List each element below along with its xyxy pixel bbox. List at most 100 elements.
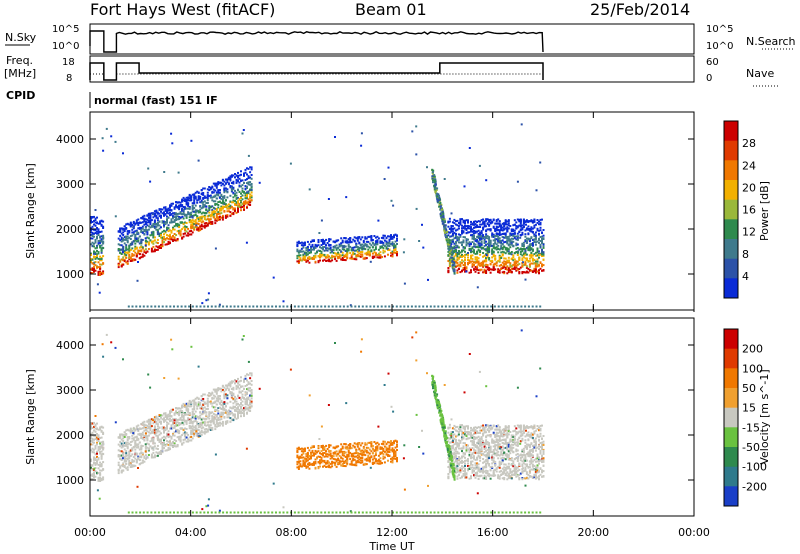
echo-cell	[200, 215, 203, 218]
echo-cell	[426, 166, 428, 169]
echo-cell	[167, 415, 170, 418]
echo-cell	[480, 219, 483, 222]
echo-cell	[516, 305, 519, 308]
echo-cell	[536, 229, 539, 232]
echo-cell	[132, 222, 135, 225]
echo-cell	[364, 244, 367, 247]
echo-cell	[214, 203, 217, 205]
echo-cell	[229, 177, 232, 180]
echo-cell	[303, 241, 306, 244]
echo-cell	[120, 464, 123, 467]
echo-cell	[179, 410, 182, 412]
echo-cell	[471, 263, 474, 266]
echo-cell	[486, 256, 489, 259]
echo-cell	[541, 231, 543, 234]
echo-cell	[467, 305, 470, 308]
echo-cell	[536, 258, 539, 261]
echo-cell	[161, 238, 164, 241]
echo-cell	[123, 260, 126, 263]
echo-cell	[150, 439, 153, 442]
echo-cell	[470, 242, 472, 245]
echo-cell	[102, 272, 105, 275]
echo-cell	[454, 246, 457, 249]
echo-cell	[123, 431, 126, 434]
echo-cell	[137, 424, 140, 427]
echo-cell	[135, 459, 138, 461]
echo-cell	[373, 255, 376, 258]
echo-cell	[94, 435, 97, 438]
echo-cell	[510, 240, 513, 243]
echo-cell	[97, 440, 100, 442]
echo-cell	[119, 259, 122, 262]
echo-cell	[249, 183, 252, 186]
echo-cell	[509, 243, 512, 246]
echo-cell	[176, 444, 179, 446]
echo-cell	[117, 230, 120, 233]
echo-cell	[206, 194, 209, 197]
echo-cell	[464, 247, 466, 250]
echo-cell	[99, 255, 102, 258]
echo-cell	[534, 241, 537, 244]
echo-cell	[506, 248, 509, 251]
echo-cell	[141, 255, 144, 258]
echo-cell	[200, 225, 203, 228]
echo-cell	[382, 234, 385, 237]
echo-cell	[530, 262, 533, 265]
echo-cell	[470, 234, 472, 237]
echo-cell	[317, 240, 320, 242]
echo-cell	[120, 236, 123, 239]
echo-cell	[538, 233, 540, 236]
echo-cell	[137, 251, 140, 254]
echo-cell	[93, 441, 95, 444]
echo-cell	[495, 243, 498, 246]
echo-cell	[212, 213, 215, 216]
echo-cell	[96, 433, 98, 436]
echo-cell	[541, 242, 543, 245]
echo-cell	[352, 253, 355, 256]
echo-cell	[492, 245, 495, 248]
echo-cell	[456, 244, 459, 247]
echo-cell	[90, 449, 92, 452]
echo-cell	[453, 270, 456, 273]
echo-cell	[350, 249, 353, 252]
echo-cell	[221, 205, 224, 208]
echo-cell	[143, 425, 146, 428]
echo-cell	[445, 228, 448, 231]
echo-cell	[344, 253, 347, 256]
echo-cell	[155, 216, 158, 219]
echo-cell	[341, 259, 344, 261]
echo-cell	[141, 461, 144, 464]
echo-cell	[220, 193, 223, 196]
echo-cell	[193, 408, 196, 411]
echo-cell	[143, 439, 146, 442]
echo-cell	[138, 441, 141, 444]
echo-cell	[456, 252, 459, 254]
echo-cell	[209, 215, 212, 218]
echo-cell	[188, 413, 191, 416]
echo-cell	[503, 262, 506, 265]
echo-cell	[471, 241, 474, 243]
echo-cell	[341, 248, 344, 251]
echo-cell	[473, 238, 475, 241]
echo-cell	[193, 226, 196, 229]
echo-cell	[181, 198, 184, 201]
echo-cell	[461, 241, 463, 244]
echo-cell	[445, 234, 448, 237]
echo-cell	[521, 233, 524, 236]
echo-cell	[512, 244, 515, 247]
echo-cell	[135, 436, 138, 439]
echo-cell	[128, 453, 131, 456]
echo-cell	[310, 245, 312, 248]
echo-cell	[140, 433, 143, 435]
echo-cell	[515, 262, 518, 265]
echo-cell	[368, 242, 371, 245]
echo-cell	[341, 254, 344, 257]
echo-cell	[143, 214, 146, 217]
echo-cell	[197, 423, 200, 425]
echo-cell	[240, 206, 242, 209]
echo-cell	[467, 225, 469, 228]
echo-cell	[534, 262, 537, 265]
echo-cell	[371, 246, 374, 249]
echo-cell	[212, 216, 215, 219]
echo-cell	[164, 437, 167, 440]
